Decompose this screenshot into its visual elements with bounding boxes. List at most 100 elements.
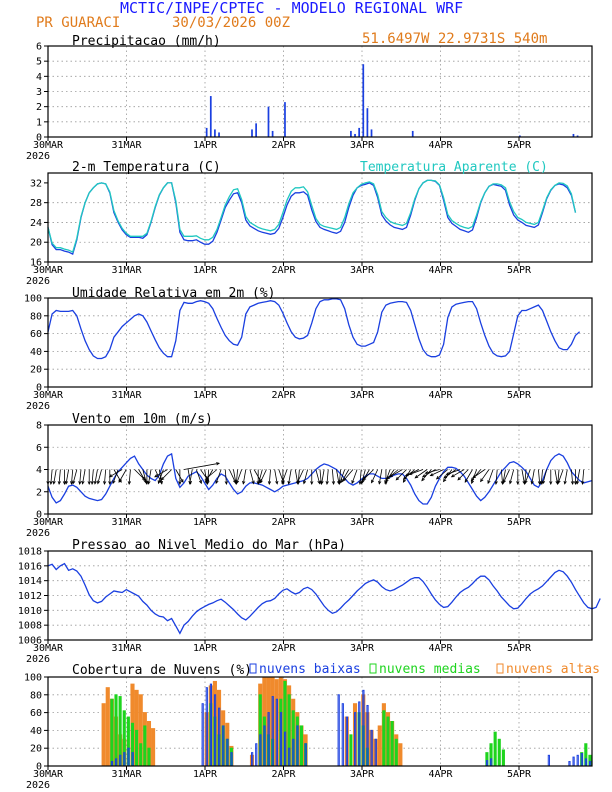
- vento-arrow-head: [57, 481, 61, 485]
- pressao-xyear: 2026: [26, 654, 50, 665]
- nuvens-bar-green: [110, 698, 114, 767]
- vento-arrow-head: [443, 475, 448, 479]
- vento-arrow-head: [508, 480, 513, 485]
- vento-arrow-head: [424, 471, 429, 475]
- vento-arrow: [249, 469, 255, 484]
- precip-bar: [362, 64, 365, 137]
- vento-arrow-head: [257, 480, 261, 485]
- umid-panel: 0 20 40 60 80 100 30MAR 31MAR 1APR 2APR 3APR 4APR 5A…: [24, 286, 593, 412]
- umid-series-0: [47, 298, 581, 360]
- vento-arrow: [405, 469, 420, 477]
- nuvens-bar-blue: [568, 761, 571, 767]
- temp-series-0: [47, 179, 577, 256]
- vento-ytick-label: 0: [36, 510, 42, 521]
- nuvens-bar-blue: [341, 703, 344, 767]
- vento-arrow: [303, 469, 309, 484]
- precip-xtick-label: 5APR: [507, 140, 532, 151]
- vento-arrow: [457, 469, 469, 481]
- vento-arrow: [362, 469, 374, 481]
- vento-arrow-head: [159, 480, 164, 485]
- vento-arrow-head: [72, 480, 76, 485]
- vento-arrow-head: [343, 477, 347, 482]
- vento-ytick-label: 2: [36, 487, 42, 498]
- nuvens-bar-green: [299, 725, 304, 767]
- vento-arrow-head: [160, 476, 165, 481]
- vento-arrow: [321, 469, 325, 484]
- vento-arrow-head: [435, 475, 440, 480]
- vento-arrow: [228, 469, 236, 483]
- precip-ytick-label: 6: [36, 42, 42, 53]
- vento-arrow: [570, 469, 574, 485]
- precip-frame: [47, 45, 593, 138]
- vento-xtick-label: 31MAR: [111, 517, 142, 528]
- vento-arrow: [112, 469, 119, 484]
- vento-arrow: [542, 469, 548, 484]
- pressao-xtick-label: 5APR: [507, 643, 532, 654]
- umid-xtick-label: 4APR: [428, 390, 453, 401]
- vento-arrow-head: [236, 480, 240, 485]
- vento-arrow: [128, 469, 131, 485]
- vento-arrow: [389, 469, 403, 478]
- vento-arrow: [97, 469, 102, 484]
- nuvens-bar-orange: [151, 728, 156, 767]
- vento-arrow: [258, 469, 263, 484]
- vento-arrow-head: [205, 479, 209, 483]
- header-location: 51.6497W 22.9731S 540m: [362, 31, 547, 47]
- vento-arrow-head: [64, 480, 69, 485]
- pressao-ytick-label: 1018: [18, 547, 42, 558]
- temp-xtick-label: 5APR: [507, 265, 532, 276]
- vento-arrow: [582, 469, 585, 485]
- header-station: PR GUARACI: [36, 15, 120, 31]
- vento-xtick-label: 30MAR: [33, 517, 64, 528]
- vento-arrow-head: [457, 476, 462, 481]
- vento-arrow-head: [361, 479, 365, 483]
- nuvens-ytick-label: 40: [30, 726, 42, 737]
- vento-arrow-head: [118, 479, 122, 483]
- temp-ytick-label: 20: [30, 238, 42, 249]
- nuvens-xtick-label: 5APR: [507, 769, 532, 780]
- vento-arrow: [274, 469, 278, 484]
- vento-arrow: [339, 469, 346, 484]
- vento-xtick-label: 3APR: [350, 517, 375, 528]
- vento-xtick-label: 1APR: [193, 517, 218, 528]
- vento-arrow-head: [421, 474, 426, 478]
- vento-arrow-head: [49, 481, 53, 485]
- umid-xtick-label: 5APR: [507, 390, 532, 401]
- nuvens-bar-blue: [576, 754, 579, 767]
- vento-arrow-head: [404, 473, 409, 477]
- vento-arrow: [487, 469, 494, 484]
- vento-arrow: [281, 469, 288, 484]
- temp-title: 2-m Temperatura (C): [72, 160, 221, 175]
- vento-arrow: [104, 469, 107, 485]
- vento-arrow-head: [157, 480, 161, 485]
- vento-xyear: 2026: [26, 528, 50, 539]
- vento-arrow: [385, 469, 395, 482]
- pressao-ytick-label: 1006: [18, 636, 42, 647]
- vento-arrow-head: [516, 481, 520, 485]
- temp-xtick-label: 2APR: [271, 265, 296, 276]
- vento-arrow: [154, 469, 168, 478]
- vento-arrow: [224, 469, 227, 485]
- temp-xtick-label: 4APR: [428, 265, 453, 276]
- vento-ytick-label: 6: [36, 443, 42, 454]
- nuvens-ytick-label: 80: [30, 690, 42, 701]
- precip-ytick-label: 4: [36, 72, 42, 83]
- vento-arrow-head: [414, 475, 419, 479]
- vento-arrow-head: [421, 477, 425, 482]
- vento-arrow: [296, 469, 304, 483]
- vento-arrow: [436, 469, 449, 480]
- vento-arrow-head: [205, 475, 209, 480]
- vento-arrow-head: [339, 480, 343, 485]
- pressao-ytick-label: 1010: [18, 606, 42, 617]
- vento-arrow: [378, 469, 383, 484]
- vento-arrow-head: [325, 481, 329, 485]
- vento-arrow-head: [320, 480, 324, 485]
- precip-bar: [267, 106, 270, 137]
- vento-arrow-head: [287, 480, 291, 485]
- precip-ytick-label: 0: [36, 133, 42, 144]
- vento-xtick-label: 2APR: [271, 517, 296, 528]
- vento-arrow-head: [402, 479, 407, 483]
- precip-ytick-label: 1: [36, 117, 42, 128]
